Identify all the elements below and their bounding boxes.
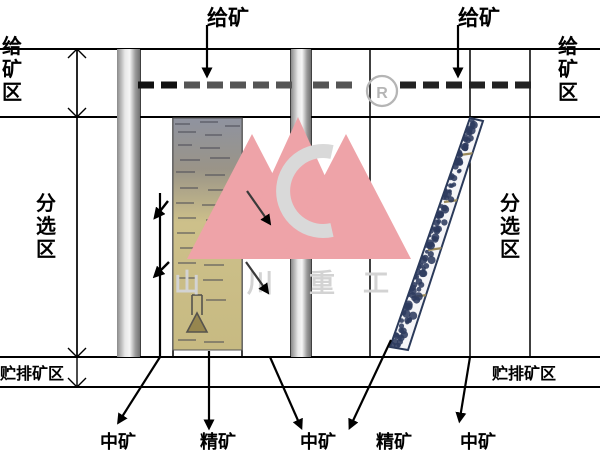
svg-text:R: R	[376, 85, 388, 102]
